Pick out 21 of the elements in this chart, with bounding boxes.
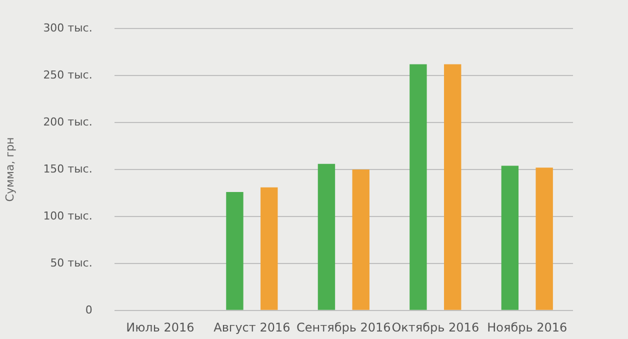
bar (536, 168, 553, 310)
y-tick-label: 150 тыс. (43, 162, 92, 176)
x-tick-label: Октябрь 2016 (392, 320, 480, 335)
bar (260, 187, 278, 310)
y-tick-label: 0 (85, 303, 92, 316)
bar (501, 166, 519, 310)
bar (352, 170, 370, 310)
bar (318, 164, 336, 310)
bar (226, 192, 244, 310)
y-tick-label: 300 тыс. (43, 21, 92, 34)
bar (444, 64, 462, 310)
y-tick-label: 200 тыс. (43, 115, 92, 128)
x-tick-label: Ноябрь 2016 (487, 320, 568, 335)
x-tick-label: Август 2016 (214, 320, 290, 335)
y-axis-title: Сумма, грн (3, 137, 16, 202)
y-tick-label: 50 тыс. (50, 256, 92, 270)
x-tick-label: Сентябрь 2016 (296, 320, 391, 335)
x-tick-label: Июль 2016 (126, 320, 194, 335)
y-tick-label: 100 тыс. (43, 209, 92, 222)
y-tick-label: 250 тыс. (43, 68, 92, 82)
bar (410, 64, 427, 310)
